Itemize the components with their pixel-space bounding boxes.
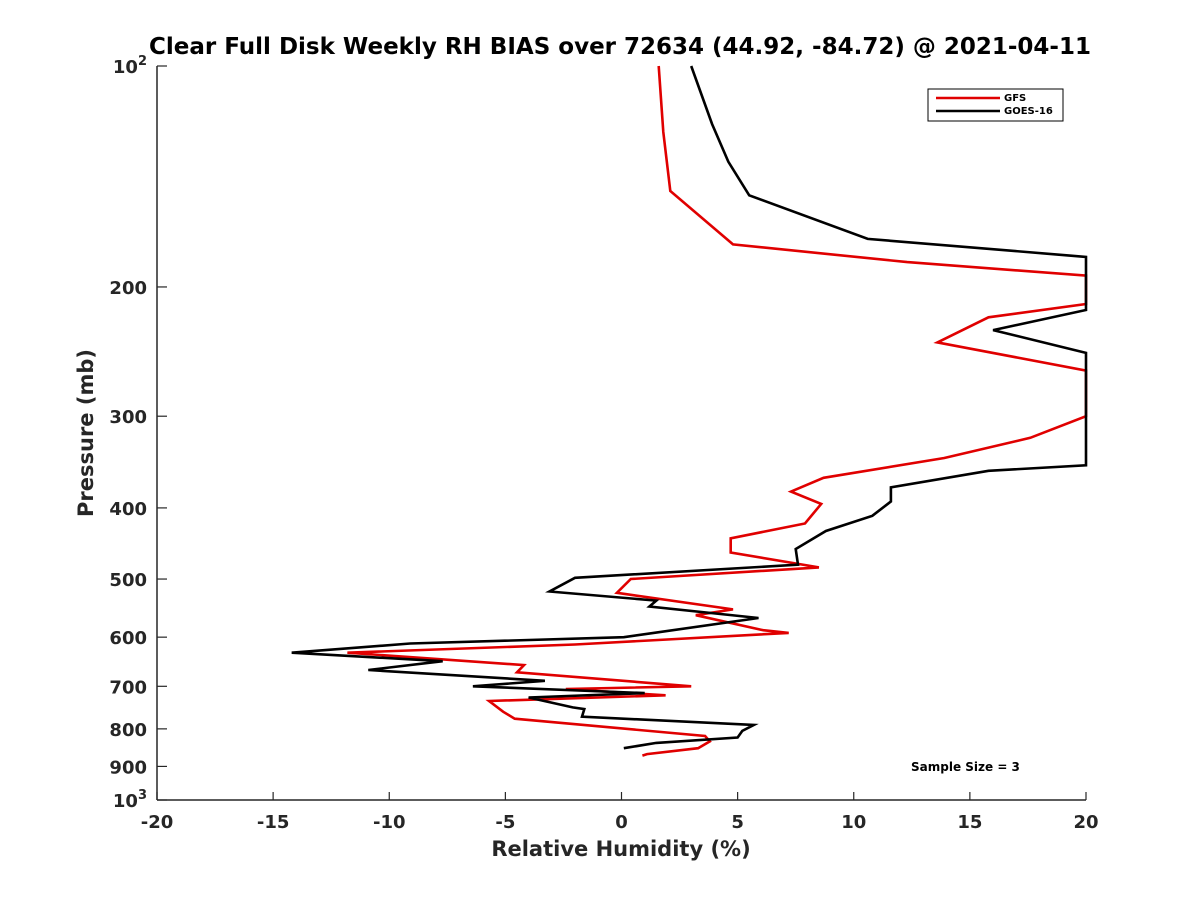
y-tick-label: 600 xyxy=(109,628,147,649)
x-axis-ticks: -20 -15 -10 -5 0 5 10 15 20 xyxy=(141,792,1099,833)
y-tick-label: 102 xyxy=(113,54,147,78)
x-tick-label: -10 xyxy=(373,812,406,833)
y-tick-label: 500 xyxy=(109,570,147,591)
y-tick-label: 200 xyxy=(109,278,147,299)
y-tick-label: 900 xyxy=(109,757,147,778)
plot-area xyxy=(156,66,1086,801)
x-tick-label: 20 xyxy=(1073,812,1098,833)
x-tick-label: -15 xyxy=(257,812,290,833)
y-tick-label: 800 xyxy=(109,720,147,741)
x-tick-label: -20 xyxy=(141,812,174,833)
x-tick-label: 0 xyxy=(615,812,628,833)
series-line-gfs xyxy=(347,65,1088,757)
legend-box xyxy=(927,88,1064,122)
y-tick-label: 700 xyxy=(109,677,147,698)
y-tick-label: 400 xyxy=(109,499,147,520)
x-tick-label: 10 xyxy=(841,812,866,833)
legend: GFS GOES-16 xyxy=(927,88,1064,122)
y-axis-label: Pressure (mb) xyxy=(74,349,98,517)
legend-label-goes16: GOES-16 xyxy=(1004,106,1053,117)
x-axis-label: Relative Humidity (%) xyxy=(491,837,750,861)
legend-label-gfs: GFS xyxy=(1004,93,1026,104)
y-tick-label: 103 xyxy=(113,788,147,812)
x-tick-label: -5 xyxy=(495,812,515,833)
chart-title: Clear Full Disk Weekly RH BIAS over 7263… xyxy=(149,34,1091,60)
x-tick-label: 15 xyxy=(957,812,982,833)
sample-size-annotation: Sample Size = 3 xyxy=(911,760,1020,774)
y-tick-label: 300 xyxy=(109,407,147,428)
series-layer xyxy=(291,65,1088,757)
series-line-goes16 xyxy=(291,65,1088,750)
x-tick-label: 5 xyxy=(731,812,744,833)
y-axis-ticks: 102 200 300 400 500 600 700 800 900 103 xyxy=(109,54,167,812)
